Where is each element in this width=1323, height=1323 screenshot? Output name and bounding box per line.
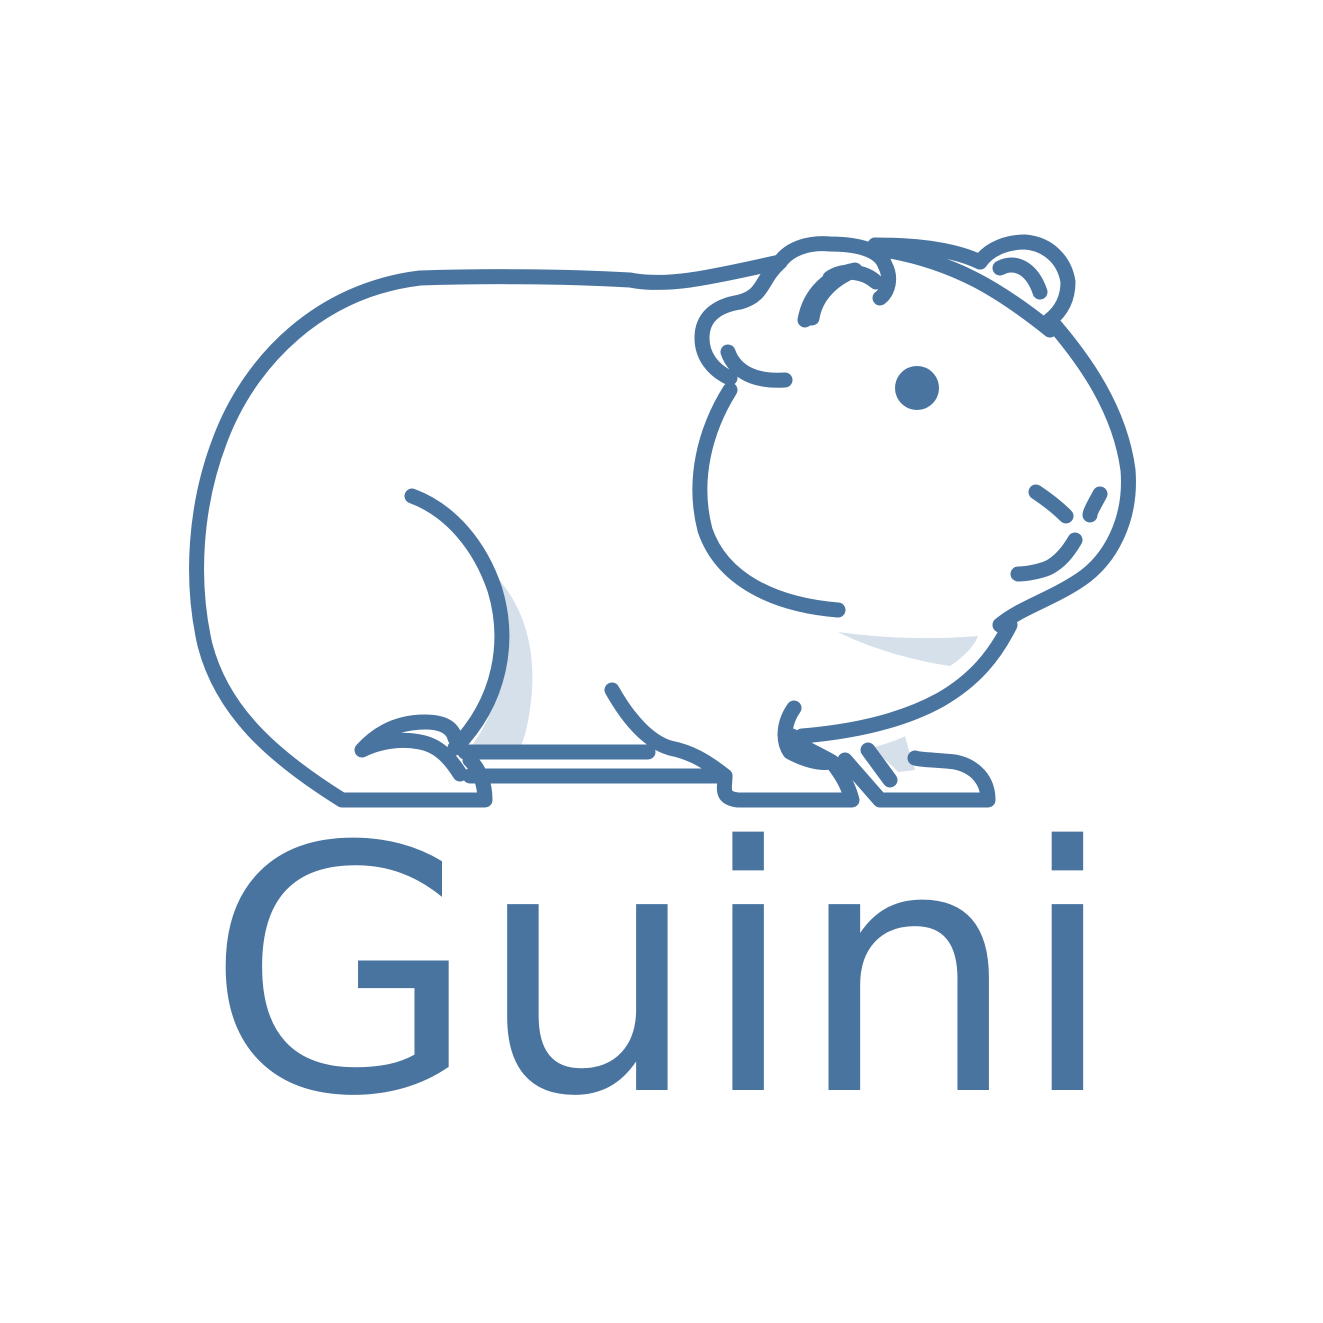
ear-inner bbox=[992, 257, 1048, 300]
ear-outline bbox=[972, 234, 1076, 328]
chest-line bbox=[794, 617, 1018, 744]
fur-tuft-2 bbox=[822, 264, 884, 290]
head-top bbox=[694, 254, 788, 386]
mouth bbox=[1010, 532, 1083, 582]
cheek-fold bbox=[720, 344, 793, 388]
face-right bbox=[992, 312, 1136, 633]
front-paw-inner bbox=[860, 742, 898, 788]
nose-line bbox=[1082, 486, 1108, 523]
hind-leg-curve bbox=[404, 488, 510, 756]
front-leg-shadow bbox=[872, 736, 915, 772]
head-brow bbox=[877, 242, 1058, 338]
head-outline bbox=[692, 382, 846, 618]
body-outline bbox=[189, 254, 788, 808]
brand-name: Guini bbox=[206, 775, 1116, 1171]
eye-icon bbox=[895, 366, 939, 410]
forehead bbox=[772, 236, 897, 306]
front-leg bbox=[777, 700, 838, 770]
hind-leg-shadow bbox=[470, 572, 533, 748]
front-paw bbox=[837, 750, 996, 808]
nostril bbox=[1028, 484, 1074, 524]
hind-foot bbox=[354, 714, 468, 782]
underside bbox=[716, 728, 860, 808]
chest-shadow bbox=[838, 632, 978, 666]
hind-foot-bottom bbox=[462, 682, 733, 784]
